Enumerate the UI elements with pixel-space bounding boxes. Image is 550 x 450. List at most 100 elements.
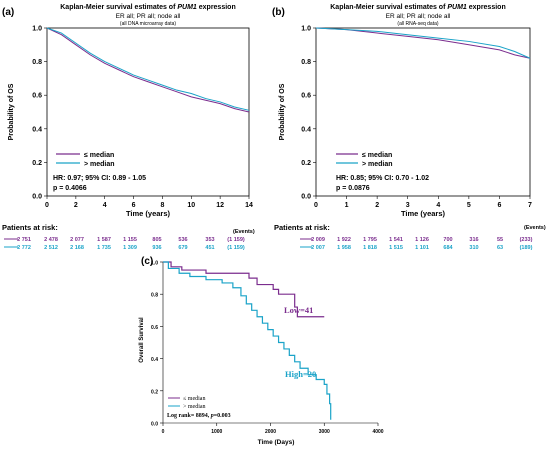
panel-b: (b) Kaplan-Meier survival estimates of P… bbox=[272, 4, 532, 218]
panel-a-title: Kaplan-Meier survival estimates of PUM1 … bbox=[60, 4, 235, 11]
panel-c-label-high: High=20 bbox=[285, 369, 316, 379]
risk-table-a-high-row: 2 772 2 512 2 168 1 735 1 309 936 679 451 (1 159… bbox=[17, 245, 245, 251]
y-tick-label: 0.6 bbox=[301, 93, 311, 100]
x-tick-label: 1000 bbox=[211, 429, 222, 435]
y-tick-label: 1.0 bbox=[32, 26, 42, 33]
risk-cell: 1 126 bbox=[415, 237, 429, 243]
x-tick-label: 7 bbox=[528, 202, 532, 209]
risk-cell: 684 bbox=[443, 245, 453, 251]
panel-a-hr: HR: 0.97; 95% CI: 0.89 - 1.05 bbox=[53, 175, 146, 182]
series-line-high bbox=[46, 27, 250, 111]
y-tick-label: 0.0 bbox=[301, 194, 311, 201]
panel-a-legend-high: > median bbox=[84, 161, 115, 168]
risk-cell: 353 bbox=[205, 237, 214, 243]
x-tick-label: 1 bbox=[345, 202, 349, 209]
risk-cell: 1 818 bbox=[363, 245, 377, 251]
risk-cell: 1 515 bbox=[389, 245, 403, 251]
panel-c-xlabel: Time (Days) bbox=[258, 439, 295, 446]
panel-b-ylabel: Probability of OS bbox=[279, 83, 286, 140]
risk-cell: 1 309 bbox=[123, 245, 137, 251]
panel-a-subtitle2: (all DNA microarray data) bbox=[120, 21, 176, 27]
y-tick-label: 0.8 bbox=[301, 59, 311, 66]
panel-b-letter: (b) bbox=[272, 7, 285, 18]
x-tick-label: 3 bbox=[406, 202, 410, 209]
panel-a-pvalue: p = 0.4066 bbox=[53, 185, 87, 192]
panel-a-legend-low: ≤ median bbox=[84, 152, 114, 159]
risk-cell: 1 541 bbox=[389, 237, 403, 243]
risk-cell: 55 bbox=[497, 237, 503, 243]
risk-cell: 700 bbox=[443, 237, 452, 243]
panel-c-legend-high: > median bbox=[183, 404, 206, 410]
panel-a-xlabel: Time (years) bbox=[126, 209, 171, 218]
panel-b-xlabel: Time (years) bbox=[401, 209, 446, 218]
panel-b-axes: 0 1 2 3 4 5 6 7 0.0 0.2 0.4 0.6 0.8 1.0 bbox=[301, 26, 532, 210]
panel-b-subtitle: ER all; PR all; node all bbox=[386, 13, 451, 20]
risk-cell: 1 587 bbox=[97, 237, 111, 243]
x-tick-label: 2 bbox=[74, 202, 78, 209]
risk-cell: 1 958 bbox=[337, 245, 351, 251]
x-tick-label: 6 bbox=[132, 202, 136, 209]
panel-c-plot bbox=[163, 261, 332, 420]
risk-cell: 2 077 bbox=[70, 237, 84, 243]
risk-table-a-low-row: 2 751 2 478 2 077 1 587 1 155 805 536 353 (1 159… bbox=[17, 237, 245, 243]
y-tick-label: 0.6 bbox=[151, 325, 158, 331]
panel-a-legend: ≤ median > median bbox=[56, 152, 115, 168]
panel-b-legend: ≤ median > median bbox=[336, 152, 393, 168]
risk-table-b-low-row: 2 009 1 922 1 795 1 541 1 126 700 316 55 (233) bbox=[311, 237, 532, 243]
risk-cell: 1 735 bbox=[97, 245, 111, 251]
y-tick-label: 0.8 bbox=[151, 293, 158, 299]
x-tick-label: 6 bbox=[497, 202, 501, 209]
y-tick-label: 0.6 bbox=[32, 93, 42, 100]
x-tick-label: 3000 bbox=[319, 429, 330, 435]
panel-b-pvalue: p = 0.0876 bbox=[336, 185, 370, 192]
risk-table-b-high-row: 2 007 1 958 1 818 1 515 1 101 684 310 63 (189) bbox=[311, 245, 532, 251]
panel-c: (c) 0 1000 2000 3000 40000.00.20.40.60.81.0 … bbox=[139, 256, 384, 446]
panel-c-logrank: Log rank= 8894, p=0.003 bbox=[167, 413, 231, 419]
y-tick-label: 0.4 bbox=[151, 357, 158, 363]
x-tick-label: 0 bbox=[45, 202, 49, 209]
risk-cell: 679 bbox=[178, 245, 187, 251]
panel-c-legend-low: ≤ median bbox=[183, 396, 205, 402]
series-line-high bbox=[315, 27, 531, 59]
panel-b-title: Kaplan-Meier survival estimates of PUM1 … bbox=[330, 4, 505, 11]
y-tick-label: 0.4 bbox=[301, 126, 311, 133]
panel-b-hr: HR: 0.85; 95% CI: 0.70 - 1.02 bbox=[336, 175, 429, 182]
risk-cell: (1 159) bbox=[227, 237, 245, 243]
risk-cell: 310 bbox=[469, 245, 478, 251]
x-tick-label: 4000 bbox=[372, 429, 383, 435]
x-tick-label: 8 bbox=[160, 202, 164, 209]
risk-cell: 2 168 bbox=[70, 245, 84, 251]
panel-c-ylabel: Overall Survival bbox=[139, 317, 145, 363]
risk-cell: (189) bbox=[520, 245, 533, 251]
panel-c-legend: ≤ median > median bbox=[168, 396, 206, 410]
panel-a-subtitle: ER all; PR all; node all bbox=[116, 13, 181, 20]
series-line-low bbox=[315, 27, 531, 59]
panel-c-label-low: Low=41 bbox=[284, 305, 313, 315]
risk-cell: 451 bbox=[205, 245, 214, 251]
risk-cell: 536 bbox=[178, 237, 187, 243]
x-tick-label: 2000 bbox=[265, 429, 276, 435]
y-tick-label: 0.2 bbox=[301, 160, 311, 167]
x-tick-label: 12 bbox=[216, 202, 224, 209]
risk-cell: 2 007 bbox=[311, 245, 325, 251]
y-tick-label: 0.2 bbox=[32, 160, 42, 167]
risk-cell: 2 512 bbox=[44, 245, 58, 251]
x-tick-label: 0 bbox=[314, 202, 318, 209]
risk-cell: 1 922 bbox=[337, 237, 351, 243]
x-tick-label: 5 bbox=[467, 202, 471, 209]
panel-a-axes: 0 2 4 6 8 10 12 14 0.0 0.2 0.4 0.6 0.8 1.0 bbox=[32, 26, 253, 210]
x-tick-label: 4 bbox=[103, 202, 107, 209]
panel-a-letter: (a) bbox=[2, 7, 14, 18]
risk-cell: 63 bbox=[497, 245, 503, 251]
y-tick-label: 0.0 bbox=[32, 194, 42, 201]
risk-cell: 1 795 bbox=[363, 237, 377, 243]
risk-table-b: Patients at risk: (Events) 2 009 1 922 1 7… bbox=[274, 223, 546, 251]
y-tick-label: 1.0 bbox=[151, 261, 158, 267]
x-tick-label: 10 bbox=[187, 202, 195, 209]
risk-cell: 1 101 bbox=[415, 245, 429, 251]
y-tick-label: 0.8 bbox=[32, 59, 42, 66]
y-tick-label: 0.4 bbox=[32, 126, 42, 133]
risk-cell: (1 159) bbox=[227, 245, 245, 251]
panel-c-letter: (c) bbox=[141, 256, 153, 267]
